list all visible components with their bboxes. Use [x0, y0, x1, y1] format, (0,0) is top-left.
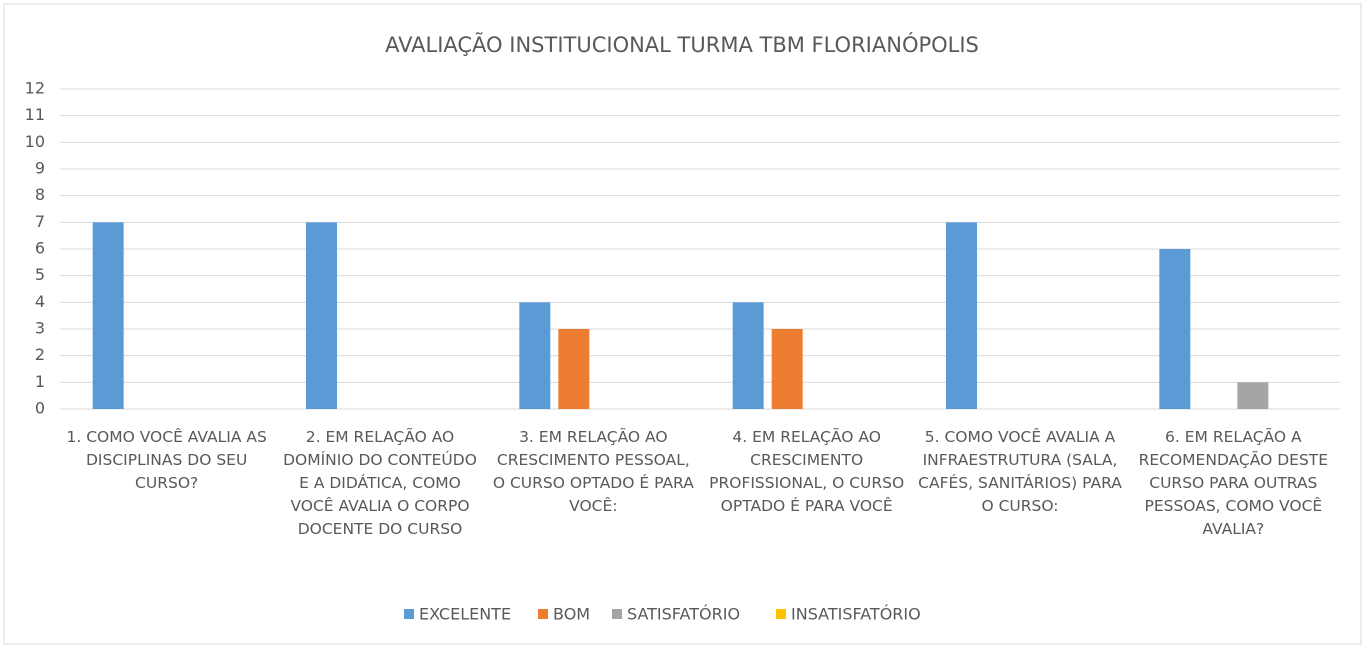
legend-swatch: [404, 609, 414, 619]
y-tick-label: 9: [35, 159, 45, 178]
y-tick-label: 2: [35, 345, 45, 364]
y-tick-label: 12: [25, 79, 45, 98]
y-tick-label: 1: [35, 372, 45, 391]
legend-label: INSATISFATÓRIO: [791, 605, 921, 624]
x-tick-label: 5. COMO VOCÊ AVALIA A INFRAESTRUTURA (SA…: [918, 428, 1122, 515]
y-tick-label: 10: [25, 132, 45, 151]
chart-title: AVALIAÇÃO INSTITUCIONAL TURMA TBM FLORIA…: [385, 31, 979, 57]
bar: [771, 329, 803, 409]
bar: [558, 329, 590, 409]
y-tick-label: 6: [35, 239, 45, 258]
y-tick-label: 3: [35, 319, 45, 338]
x-tick-label: 4. EM RELAÇÃO AO CRESCIMENTO PROFISSIONA…: [709, 428, 905, 515]
bar: [732, 302, 764, 409]
y-tick-label: 11: [25, 105, 45, 124]
legend-swatch: [612, 609, 622, 619]
chart-frame: [3, 3, 1362, 645]
bar: [92, 222, 124, 409]
x-tick-label: 3. EM RELAÇÃO AO CRESCIMENTO PESSOAL, O …: [492, 428, 694, 515]
legend-label: EXCELENTE: [419, 605, 511, 624]
legend-label: BOM: [553, 605, 590, 624]
legend-swatch: [776, 609, 786, 619]
x-tick-label: 2. EM RELAÇÃO AO DOMÍNIO DO CONTEÚDO E A…: [283, 428, 477, 538]
y-tick-label: 4: [35, 292, 45, 311]
x-tick-label: 1. COMO VOCÊ AVALIA AS DISCIPLINAS DO SE…: [66, 428, 267, 492]
y-tick-label: 7: [35, 212, 45, 231]
y-tick-label: 8: [35, 185, 45, 204]
legend-label: SATISFATÓRIO: [627, 605, 740, 624]
bar: [1237, 382, 1269, 409]
bar: [946, 222, 977, 409]
legend-swatch: [538, 609, 548, 619]
y-tick-label: 0: [35, 399, 45, 418]
y-tick-label: 5: [35, 265, 45, 284]
x-tick-label: 6. EM RELAÇÃO A RECOMENDAÇÃO DESTE CURSO…: [1138, 428, 1329, 538]
bar: [1159, 249, 1191, 409]
bar: [306, 222, 337, 409]
bar: [519, 302, 551, 409]
